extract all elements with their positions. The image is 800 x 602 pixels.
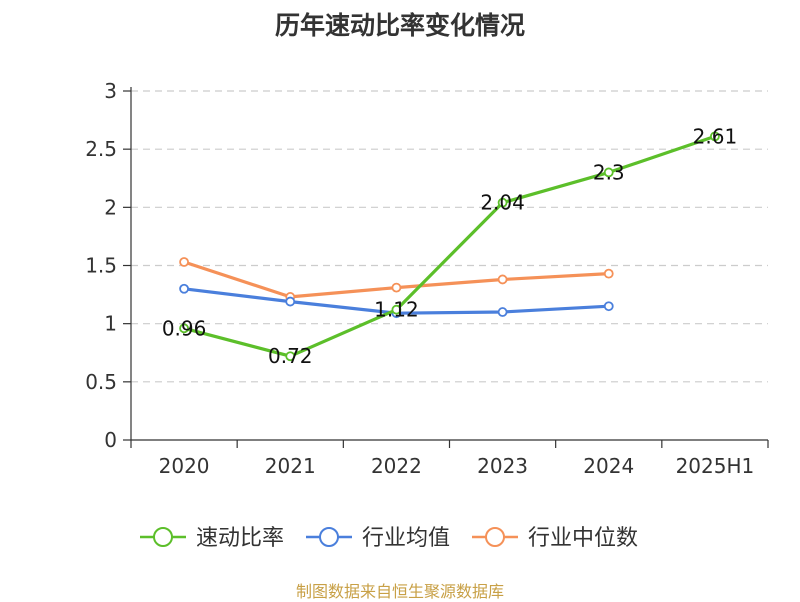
data-point [603, 301, 614, 312]
chart-title: 历年速动比率变化情况 [274, 11, 525, 40]
y-tick-label: 1 [104, 312, 117, 336]
x-tick-label: 2025H1 [676, 454, 755, 478]
x-tick-label: 2020 [159, 454, 210, 478]
legend-label: 行业中位数 [528, 526, 638, 551]
y-tick-label: 1.5 [85, 254, 117, 278]
data-point [497, 197, 508, 208]
data-point [285, 296, 296, 307]
legend-marker [153, 527, 173, 547]
source-note: 制图数据来自恒生聚源数据库 [295, 582, 504, 601]
data-point [710, 131, 720, 142]
y-tick-label: 3 [104, 79, 117, 103]
data-point [179, 257, 189, 267]
legend-label: 速动比率 [196, 526, 284, 551]
y-tick-label: 2 [104, 195, 117, 219]
data-label: 0.96 [162, 316, 207, 340]
data-point [497, 274, 508, 285]
y-tick-label: 0.5 [85, 370, 117, 394]
x-tick-label: 2021 [265, 454, 316, 478]
data-label: 1.12 [374, 298, 419, 322]
x-tick-label: 2023 [477, 454, 528, 478]
data-point [285, 351, 296, 362]
data-label: 2.3 [593, 160, 625, 184]
y-tick-label: 0 [104, 428, 117, 452]
legend-marker [485, 527, 505, 547]
data-label: 2.04 [480, 191, 525, 215]
x-tick-label: 2024 [583, 454, 634, 478]
data-point [179, 323, 189, 334]
data-label: 0.72 [268, 344, 313, 368]
y-tick-label: 2.5 [85, 137, 117, 161]
x-tick-label: 2022 [371, 454, 422, 478]
data-point [603, 167, 614, 178]
data-point [179, 283, 189, 294]
legend-label: 行业均值 [362, 526, 450, 551]
data-point [497, 307, 508, 317]
data-label: 2.61 [693, 124, 738, 148]
data-point [603, 268, 614, 279]
data-point [391, 282, 402, 293]
series-line [183, 134, 716, 358]
legend-marker [319, 527, 339, 547]
data-point [391, 304, 402, 315]
